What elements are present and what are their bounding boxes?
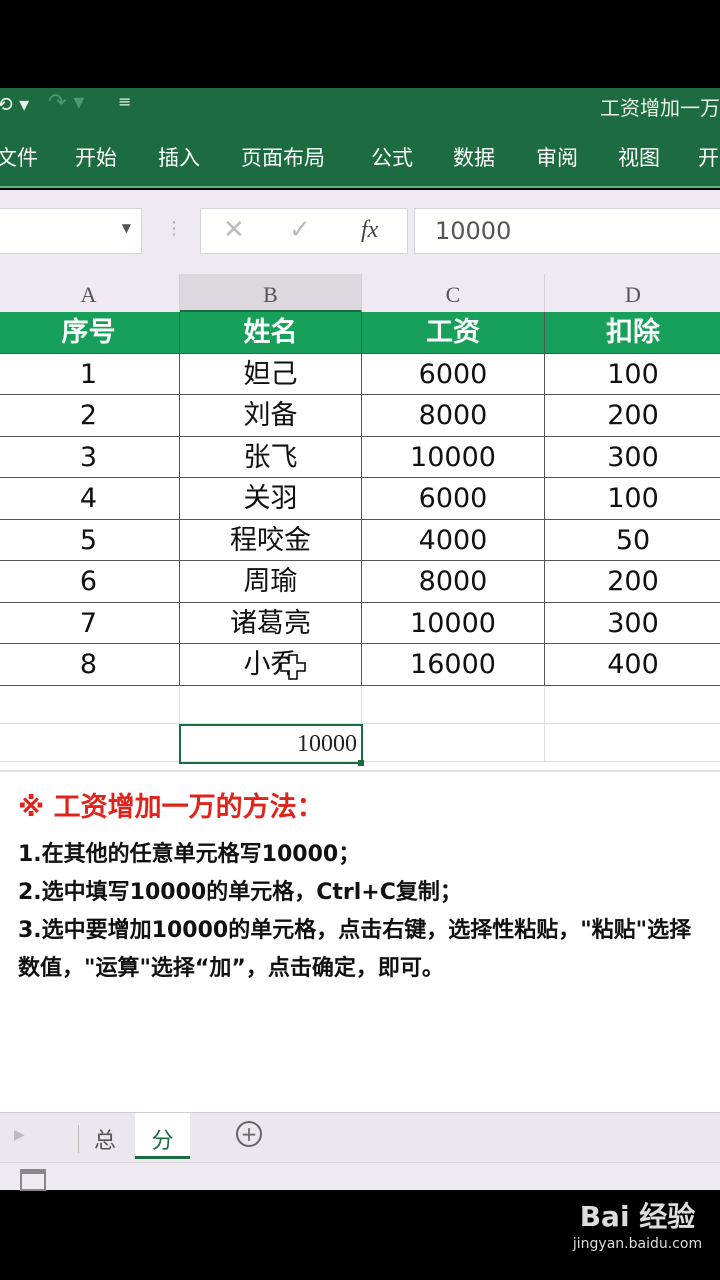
tab-review[interactable]: 审阅	[536, 146, 578, 170]
table-cell[interactable]: 7	[0, 602, 180, 644]
table-cell[interactable]: 1	[0, 353, 180, 395]
macro-record-icon[interactable]	[20, 1169, 46, 1191]
column-header-b[interactable]: B	[180, 274, 362, 312]
tab-formulas[interactable]: 公式	[371, 146, 413, 170]
table-cell[interactable]: 关羽	[180, 478, 362, 520]
formula-bar: ▼ ⋮ ✕ ✓ fx 10000	[0, 190, 720, 274]
table-cell[interactable]: 3	[0, 436, 180, 478]
table-header-cell[interactable]: 序号	[0, 312, 180, 354]
note-title: ※ 工资增加一万的方法：	[18, 792, 324, 823]
empty-cell[interactable]	[362, 685, 545, 724]
formula-input[interactable]: 10000	[414, 208, 720, 254]
selected-cell[interactable]: 10000	[179, 723, 363, 764]
note-step: 1.在其他的任意单元格写10000；	[18, 842, 361, 867]
formula-buttons: ✕ ✓ fx	[200, 208, 408, 254]
table-cell[interactable]: 300	[545, 437, 720, 478]
scroll-right-icon[interactable]: ▶	[14, 1127, 25, 1143]
sheet-tab-fen[interactable]: 分	[135, 1113, 190, 1159]
table-header-cell[interactable]: 姓名	[180, 312, 362, 354]
table-cell[interactable]: 诸葛亮	[180, 602, 362, 644]
table-cell[interactable]: 2	[0, 395, 180, 437]
tab-page-layout[interactable]: 页面布局	[241, 146, 325, 170]
empty-cell[interactable]	[362, 723, 545, 762]
fill-handle[interactable]	[358, 759, 364, 766]
add-sheet-icon[interactable]: +	[236, 1121, 262, 1147]
sheet-tabs-bar: ▶ 总 分 +	[0, 1112, 720, 1162]
table-cell[interactable]: 100	[545, 354, 720, 395]
empty-cell[interactable]	[545, 686, 720, 724]
table-cell[interactable]: 周瑜	[180, 561, 362, 603]
table-cell[interactable]: 6000	[362, 353, 545, 395]
table-cell[interactable]: 妲己	[180, 353, 362, 395]
instruction-note: ※ 工资增加一万的方法： 1.在其他的任意单元格写10000； 2.选中填写10…	[0, 770, 720, 1112]
empty-cell[interactable]	[0, 685, 180, 724]
column-header-c[interactable]: C	[362, 274, 545, 312]
table-cell[interactable]: 100	[545, 478, 720, 520]
undo-icon[interactable]: ⟲ ▾	[0, 92, 30, 116]
table-cell[interactable]: 4000	[362, 519, 545, 561]
divider	[78, 1125, 79, 1153]
table-cell[interactable]: 程咬金	[180, 519, 362, 561]
table-cell[interactable]: 5	[0, 519, 180, 561]
tab-developer[interactable]: 开	[698, 146, 719, 170]
tab-view[interactable]: 视图	[618, 146, 660, 170]
column-header-a[interactable]: A	[0, 274, 180, 312]
table-cell[interactable]: 8	[0, 644, 180, 686]
drag-handle-icon[interactable]: ⋮	[165, 218, 183, 239]
table-cell[interactable]: 8000	[362, 395, 545, 437]
table-cell[interactable]: 6	[0, 561, 180, 603]
customize-toolbar-icon[interactable]: ≡	[118, 92, 132, 111]
table-cell[interactable]: 200	[545, 395, 720, 437]
tab-home[interactable]: 开始	[75, 146, 117, 170]
table-cell[interactable]: 刘备	[180, 395, 362, 437]
table-cell[interactable]: 10000	[362, 436, 545, 478]
table-cell[interactable]: 10000	[362, 602, 545, 644]
column-header-d[interactable]: D	[545, 274, 720, 312]
cursor-icon	[280, 654, 306, 680]
window-title: 工资增加一万	[600, 96, 720, 120]
table-cell[interactable]: 16000	[362, 644, 545, 686]
table-cell[interactable]: 张飞	[180, 436, 362, 478]
table-cell[interactable]: 8000	[362, 561, 545, 603]
note-step: 3.选中要增加10000的单元格，点击右键，选择性粘贴，"粘贴"选择数值，"运算…	[18, 918, 692, 981]
table-cell[interactable]: 200	[545, 561, 720, 603]
ribbon-tabs: 文件 开始 插入 页面布局 公式 数据 审阅 视图 开	[0, 122, 720, 188]
table-cell[interactable]: 300	[545, 603, 720, 644]
note-step: 2.选中填写10000的单元格，Ctrl+C复制；	[18, 880, 462, 905]
table-cell[interactable]: 400	[545, 644, 720, 686]
watermark-url: jingyan.baidu.com	[572, 1236, 703, 1252]
table-cell[interactable]: 4	[0, 478, 180, 520]
empty-cell[interactable]	[545, 724, 720, 762]
table-cell[interactable]: 6000	[362, 478, 545, 520]
check-icon[interactable]: ✓	[289, 215, 311, 245]
watermark-brand: Bai 经验	[579, 1200, 696, 1233]
table-cell[interactable]: 小乔	[180, 644, 362, 686]
title-bar: ⟲ ▾ ↷ ▾ ≡ 工资增加一万	[0, 88, 720, 122]
chevron-down-icon[interactable]: ▼	[121, 221, 131, 235]
cancel-icon[interactable]: ✕	[223, 215, 245, 245]
sheet-tab-zong[interactable]: 总	[94, 1129, 117, 1154]
tab-insert[interactable]: 插入	[158, 146, 200, 170]
table-header-cell[interactable]: 扣除	[545, 312, 720, 354]
baidu-watermark: Bai 经验 jingyan.baidu.com	[555, 1200, 720, 1254]
table-header-cell[interactable]: 工资	[362, 312, 545, 354]
name-box[interactable]: ▼	[0, 208, 142, 254]
redo-icon[interactable]: ↷ ▾	[48, 90, 85, 115]
empty-cell[interactable]	[0, 723, 180, 762]
function-icon[interactable]: fx	[361, 217, 379, 243]
spreadsheet-grid: A B C D 序号 姓名 工资 扣除 1 妲己 6000 100 2 刘备 8000 200 3 张飞 10000…	[0, 274, 720, 770]
table-cell[interactable]: 50	[545, 520, 720, 561]
tab-file[interactable]: 文件	[0, 146, 38, 170]
empty-cell[interactable]	[180, 685, 362, 724]
status-bar	[0, 1162, 720, 1191]
tab-data[interactable]: 数据	[453, 146, 495, 170]
